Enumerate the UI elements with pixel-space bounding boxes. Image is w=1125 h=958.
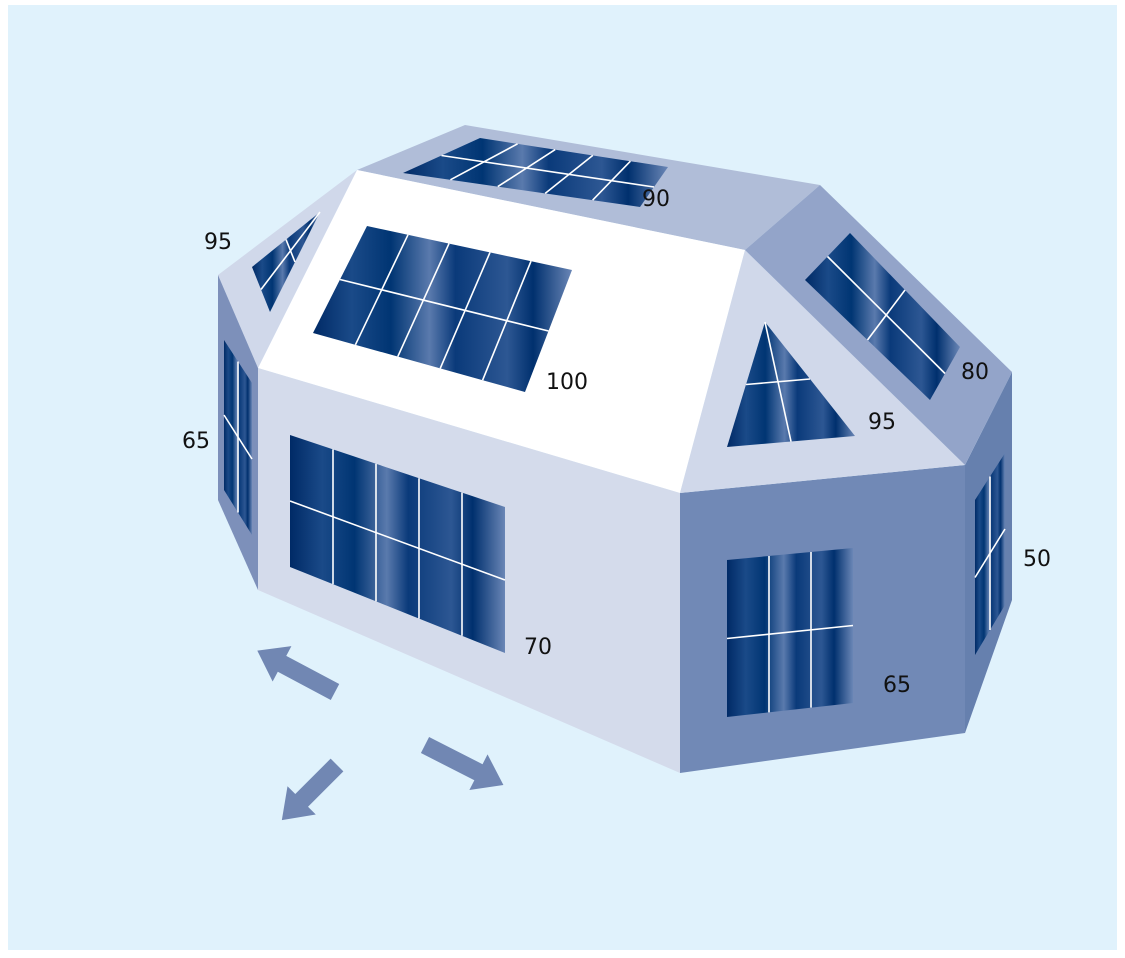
arrows <box>257 646 504 821</box>
face-label: 95 <box>868 410 896 435</box>
window-mullion <box>745 378 811 386</box>
window-mullion <box>826 255 946 375</box>
window-mullion <box>441 154 655 188</box>
face-label: 70 <box>524 635 552 660</box>
window <box>727 322 855 447</box>
face-label: 95 <box>204 230 232 255</box>
face-label: 80 <box>961 360 989 385</box>
window-mullion <box>339 278 549 332</box>
face-label: 100 <box>546 370 588 395</box>
labels: 95 90 100 80 95 65 50 70 65 <box>182 187 1051 698</box>
arrow <box>420 736 504 791</box>
face-label: 65 <box>182 429 210 454</box>
face-label: 90 <box>642 187 670 212</box>
face-label: 65 <box>883 673 911 698</box>
window <box>252 212 320 312</box>
window-mullion <box>285 239 296 263</box>
face-label: 50 <box>1023 547 1051 572</box>
window-mullion <box>223 414 253 460</box>
window-mullion <box>726 624 854 640</box>
window <box>313 226 572 392</box>
arrow <box>281 758 344 821</box>
window <box>805 233 960 400</box>
arrow <box>257 646 340 700</box>
windows <box>223 138 1006 717</box>
window-mullion <box>289 500 506 581</box>
window <box>290 435 505 653</box>
